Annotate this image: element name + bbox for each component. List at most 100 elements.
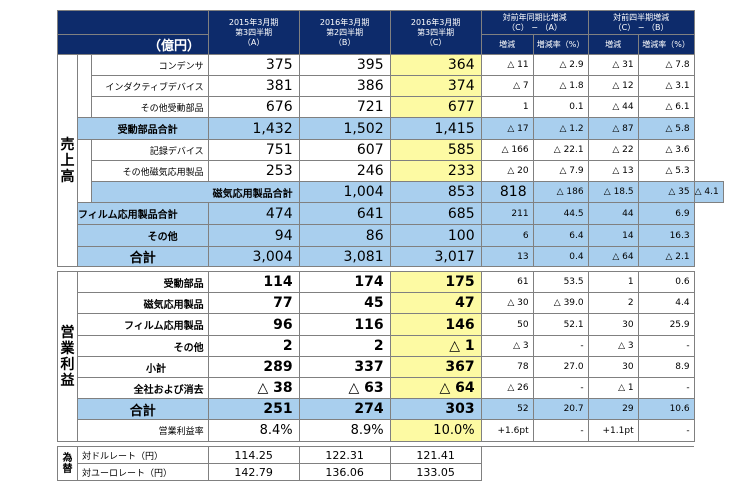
change-cell: △ 186 — [532, 181, 589, 203]
section-char: 上 — [60, 152, 75, 169]
op-section-label: 営業利益 — [57, 271, 78, 442]
change-cell: △ 22.1 — [532, 139, 589, 161]
change-cell: - — [637, 377, 695, 399]
value-cell: 395 — [298, 54, 391, 76]
value-cell: 1,415 — [389, 117, 482, 140]
column-header-line: 第3四半期 — [235, 27, 273, 37]
value-cell: 3,081 — [298, 246, 391, 267]
change-cell: 6 — [480, 224, 534, 247]
row-label: 受動部品合計 — [77, 117, 209, 140]
sales-row: 合計 3,004 3,081 3,017 13 0.4 △ 64 △ 2.1 — [58, 246, 724, 267]
column-header: 2016年3月期 第3四半期 （C） — [389, 10, 482, 55]
row-label: その他 — [77, 224, 209, 247]
value-cell: 381 — [207, 75, 300, 97]
value-cell: 685 — [389, 202, 482, 225]
header-line: 対前四半期増減 — [613, 12, 670, 22]
column-header-line: （B） — [333, 37, 356, 47]
op-row: 営業利益率 8.4% 8.9% 10.0% +1.6pt - +1.1pt - — [58, 419, 724, 442]
column-header-line: 第3四半期 — [417, 27, 455, 37]
value-cell: △ 64 — [389, 377, 482, 399]
value-cell: 2 — [207, 335, 300, 357]
value-cell: 585 — [389, 139, 482, 161]
row-label: 対ドルレート（円） — [77, 446, 209, 464]
value-cell: 364 — [389, 54, 482, 76]
change-cell: 30 — [587, 356, 639, 378]
change-cell: △ 13 — [587, 160, 639, 182]
row-label: 小計 — [77, 356, 209, 378]
value-cell: 677 — [389, 96, 482, 118]
value-cell: 174 — [298, 271, 391, 293]
change-cell: 6.9 — [637, 202, 695, 225]
blank-cell — [481, 463, 695, 481]
value-cell: 122.31 — [298, 446, 391, 464]
row-label: 合計 — [77, 398, 209, 420]
change-cell: 211 — [480, 202, 534, 225]
change-cell: △ 5.8 — [637, 117, 695, 140]
change-cell: 52 — [480, 398, 534, 420]
change-cell: 50 — [480, 313, 534, 336]
row-label: 記録デバイス — [91, 139, 209, 161]
value-cell: 47 — [389, 292, 482, 314]
row-label: 営業利益率 — [77, 419, 209, 442]
fx-row: 為替対ドルレート（円） 114.25 122.31 121.41 — [57, 446, 724, 481]
sales-row: その他受動部品 676 721 677 1 0.1 △ 44 △ 6.1 — [58, 96, 724, 118]
blank-cell — [481, 446, 695, 464]
value-cell: 474 — [207, 202, 300, 225]
value-cell: 367 — [389, 356, 482, 378]
value-cell: 853 — [389, 181, 482, 203]
value-cell: 3,004 — [207, 246, 300, 267]
change-header: 増減 — [480, 34, 534, 55]
header-corner — [57, 10, 209, 35]
column-header-line: 第2四半期 — [326, 27, 364, 37]
value-cell: 114 — [207, 271, 300, 293]
change-cell: △ 3.1 — [637, 75, 695, 97]
change-cell: 1 — [480, 96, 534, 118]
change-cell: 4.4 — [637, 292, 695, 314]
change-cell: △ 7.9 — [532, 160, 589, 182]
sales-row: その他 94 86 100 6 6.4 14 16.3 — [58, 224, 724, 247]
value-cell: 251 — [207, 398, 300, 420]
section-char: 業 — [60, 340, 75, 357]
row-label: インダクティブデバイス — [91, 75, 209, 97]
value-cell: 86 — [298, 224, 391, 247]
sales-row: フィルム応用製品合計 474 641 685 211 44.5 44 6.9 — [58, 202, 724, 225]
change-cell: - — [532, 335, 589, 357]
change-cell: △ 3 — [587, 335, 639, 357]
sales-row: その他磁気応用製品 253 246 233 △ 20 △ 7.9 △ 13 △ 5.3 — [58, 160, 724, 182]
column-header-line: 2015年3月期 — [228, 17, 279, 27]
value-cell: 289 — [207, 356, 300, 378]
op-row: 全社および消去 △ 38 △ 63 △ 64 △ 26- △ 1- — [58, 377, 724, 399]
value-cell: 246 — [298, 160, 391, 182]
change-cell: 27.0 — [532, 356, 589, 378]
row-label: 磁気応用製品 — [77, 292, 209, 314]
value-cell: △ 38 — [207, 377, 300, 399]
value-cell: 121.41 — [389, 446, 482, 464]
change-cell: △ 6.1 — [637, 96, 695, 118]
change-cell: △ 87 — [587, 117, 639, 140]
value-cell: 3,017 — [389, 246, 482, 267]
change-cell: △ 20 — [480, 160, 534, 182]
financial-results-table: 2015年3月期 第3四半期 （A） 2016年3月期 第2四半期 （B） 2016年3月期… — [57, 10, 724, 481]
change-cell: 0.4 — [532, 246, 589, 267]
value-cell: 142.79 — [207, 463, 300, 481]
unit-label: （億円） — [57, 34, 209, 55]
sales-row: インダクティブデバイス 381 386 374 △ 7 △ 1.8 △ 12 △ 3.1 — [58, 75, 724, 97]
header-line: （C） − （B） — [613, 22, 669, 32]
value-cell: 1,004 — [298, 181, 391, 203]
value-cell: 8.4% — [207, 419, 300, 442]
value-cell: 233 — [389, 160, 482, 182]
change-cell: 13 — [480, 246, 534, 267]
indent-cell — [76, 54, 93, 118]
change-cell: △ 3 — [480, 335, 534, 357]
change-cell: 14 — [587, 224, 639, 247]
change-rate-header: 増減率（%） — [532, 34, 589, 55]
value-cell: 721 — [298, 96, 391, 118]
row-label: 全社および消去 — [77, 377, 209, 399]
change-cell: 25.9 — [637, 313, 695, 336]
change-cell: △ 5.3 — [637, 160, 695, 182]
sales-row: 磁気応用製品合計 1,004 853 818 △ 186 △ 18.5 △ 35 △ 4.1 — [58, 181, 724, 203]
value-cell: 337 — [298, 356, 391, 378]
change-cell: △ 1.2 — [532, 117, 589, 140]
change-cell: 44.5 — [532, 202, 589, 225]
value-cell: 1,432 — [207, 117, 300, 140]
